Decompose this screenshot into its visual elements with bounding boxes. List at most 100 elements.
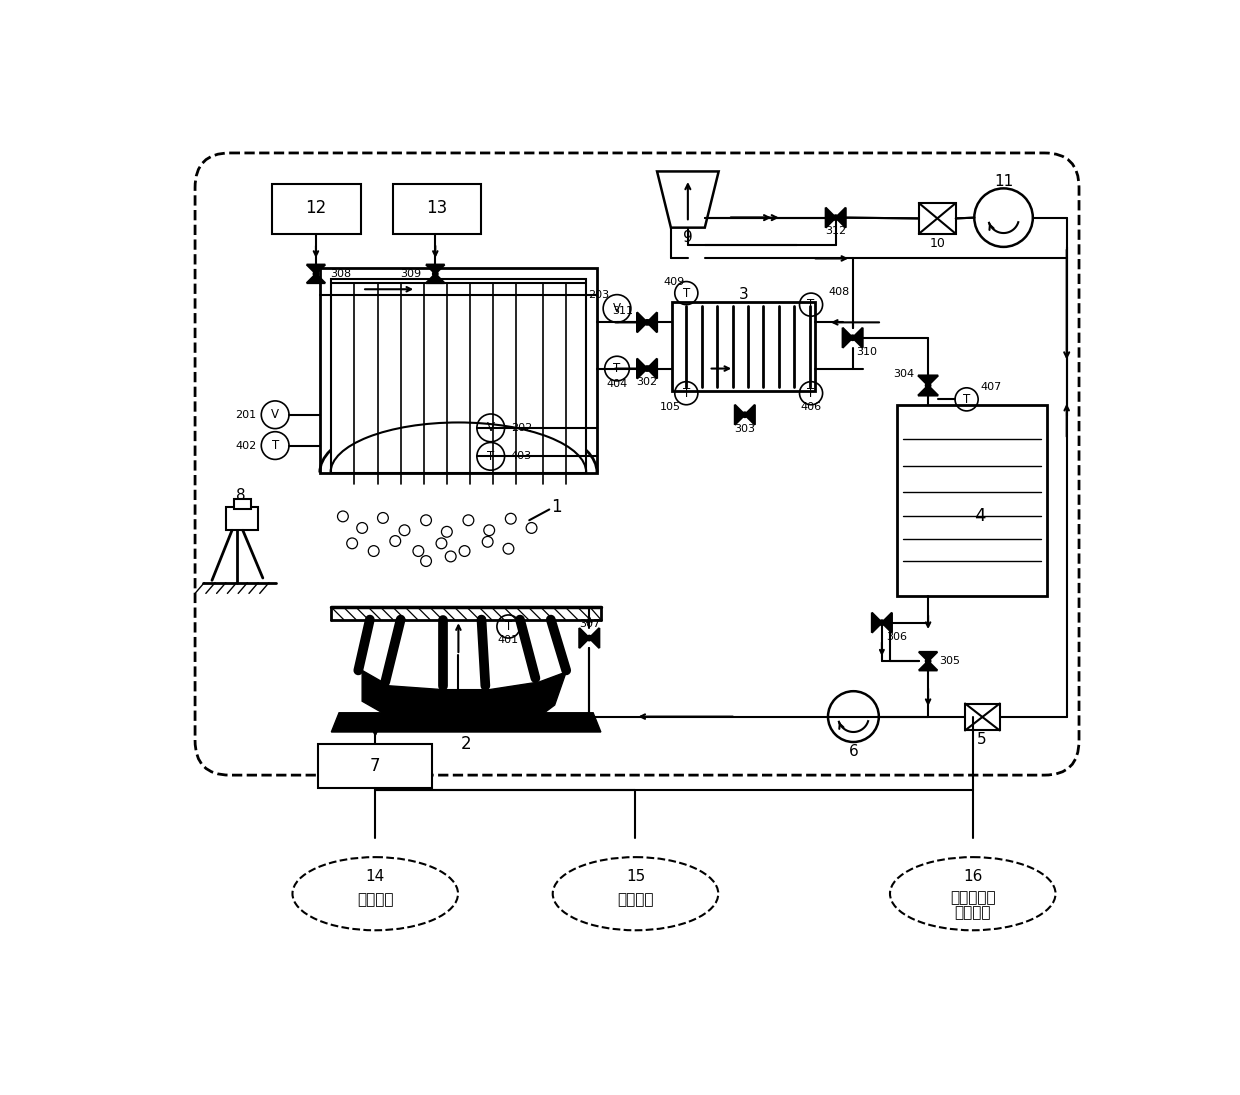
Text: 16: 16 (963, 869, 982, 885)
Text: 309: 309 (401, 269, 422, 279)
Text: 采集设备: 采集设备 (955, 906, 991, 921)
Bar (672, 302, 815, 391)
Text: 7: 7 (370, 757, 381, 775)
Text: 308: 308 (330, 269, 351, 279)
Text: V: V (487, 422, 495, 435)
Polygon shape (637, 358, 647, 379)
Polygon shape (735, 405, 745, 425)
Text: 305: 305 (940, 656, 961, 666)
Text: 数据测量与: 数据测量与 (950, 890, 996, 906)
Text: 302: 302 (636, 378, 657, 388)
Polygon shape (647, 312, 657, 333)
Circle shape (879, 620, 884, 625)
Polygon shape (745, 405, 755, 425)
Text: T: T (272, 439, 279, 452)
Polygon shape (919, 661, 937, 670)
Text: T: T (807, 387, 815, 400)
Text: 203: 203 (588, 290, 609, 300)
Text: T: T (614, 362, 621, 376)
Text: V: V (272, 408, 279, 422)
Circle shape (743, 412, 748, 417)
Bar (226, 507, 258, 530)
Polygon shape (362, 670, 567, 716)
Text: 404: 404 (606, 379, 627, 389)
Polygon shape (918, 385, 939, 395)
Text: 201: 201 (236, 410, 257, 419)
Text: 306: 306 (885, 632, 906, 642)
Text: 8: 8 (237, 488, 246, 503)
Polygon shape (882, 612, 892, 633)
Text: T: T (487, 450, 495, 463)
Circle shape (433, 272, 438, 277)
Text: T: T (683, 387, 689, 400)
Text: T: T (683, 287, 689, 300)
Circle shape (645, 366, 650, 371)
Text: 6: 6 (848, 744, 858, 759)
Polygon shape (589, 629, 599, 648)
Polygon shape (427, 265, 444, 274)
Polygon shape (836, 208, 846, 228)
Text: 2: 2 (461, 735, 471, 752)
Polygon shape (843, 327, 853, 348)
Circle shape (849, 335, 856, 341)
Polygon shape (872, 612, 882, 633)
Text: 409: 409 (663, 277, 684, 287)
Text: 407: 407 (981, 382, 1002, 392)
Text: T: T (505, 620, 512, 633)
Polygon shape (579, 629, 589, 648)
Circle shape (925, 383, 931, 389)
Polygon shape (853, 327, 863, 348)
Polygon shape (647, 358, 657, 379)
Polygon shape (427, 274, 444, 284)
Text: 9: 9 (683, 230, 693, 245)
Text: 311: 311 (613, 306, 634, 315)
Circle shape (587, 635, 591, 641)
Circle shape (833, 215, 838, 220)
Polygon shape (918, 376, 939, 385)
Bar (233, 499, 250, 509)
Bar (272, 184, 361, 234)
Text: 13: 13 (427, 199, 448, 218)
Circle shape (314, 272, 319, 277)
Text: 1: 1 (551, 498, 562, 516)
Text: 408: 408 (828, 287, 849, 297)
Text: T: T (807, 298, 815, 311)
Text: 配电设备: 配电设备 (357, 892, 393, 908)
Bar (320, 268, 596, 473)
Text: 307: 307 (579, 619, 600, 630)
Text: 105: 105 (660, 402, 681, 412)
Text: 15: 15 (626, 869, 645, 885)
Bar (898, 405, 1048, 596)
Text: 202: 202 (511, 423, 532, 433)
Polygon shape (637, 312, 647, 333)
Polygon shape (331, 713, 601, 731)
Circle shape (925, 658, 931, 664)
Text: 10: 10 (930, 237, 945, 250)
Text: 14: 14 (366, 869, 384, 885)
Text: 3: 3 (739, 287, 748, 302)
Polygon shape (919, 652, 937, 661)
Text: 402: 402 (236, 440, 257, 450)
Polygon shape (306, 265, 325, 274)
Text: 304: 304 (893, 369, 914, 379)
Text: 403: 403 (511, 451, 532, 461)
Text: T: T (963, 393, 970, 406)
Text: 406: 406 (801, 402, 822, 412)
Text: 303: 303 (734, 424, 755, 434)
Bar (919, 203, 956, 234)
FancyBboxPatch shape (195, 153, 1079, 775)
Bar (331, 279, 587, 473)
Text: 11: 11 (994, 174, 1013, 189)
Circle shape (645, 320, 650, 325)
Text: V: V (613, 302, 621, 315)
Text: 4: 4 (973, 507, 986, 525)
Polygon shape (306, 274, 325, 284)
Bar (393, 184, 481, 234)
Text: 310: 310 (857, 347, 878, 357)
Polygon shape (826, 208, 836, 228)
Text: 5: 5 (977, 733, 987, 747)
Bar (319, 744, 433, 788)
Bar (965, 703, 999, 730)
Text: 312: 312 (825, 227, 846, 237)
Text: 仪控设备: 仪控设备 (618, 892, 653, 908)
